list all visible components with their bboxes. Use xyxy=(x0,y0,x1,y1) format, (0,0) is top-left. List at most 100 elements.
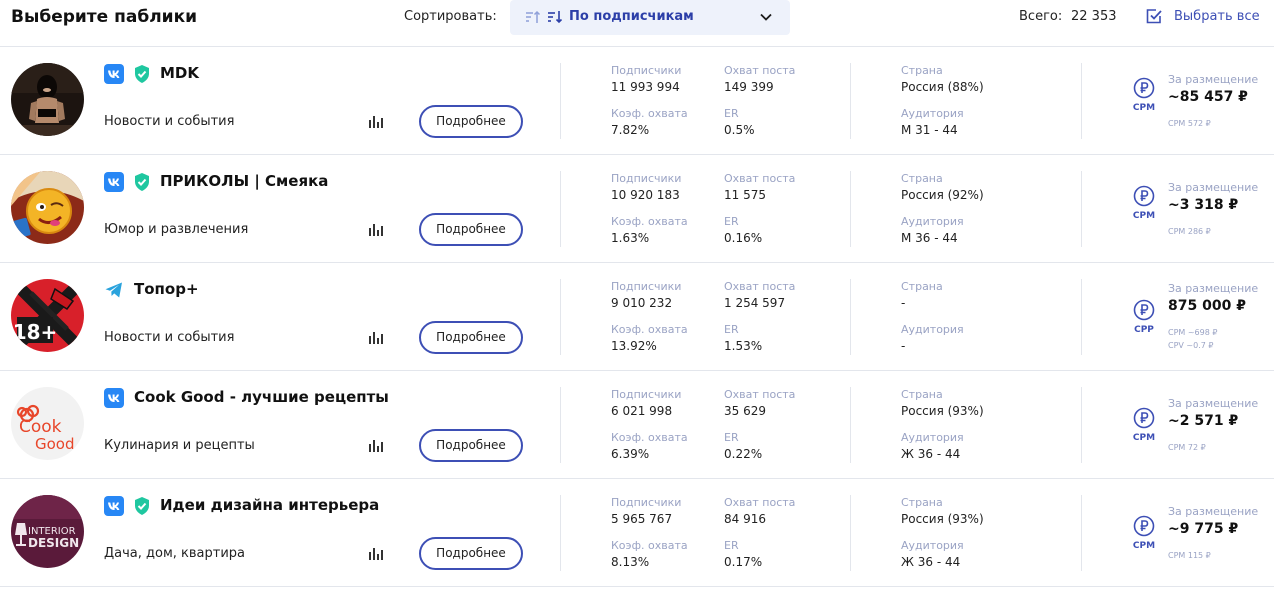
public-row: INTERIOR DESIGN Идеи дизайна интерьера Д… xyxy=(0,479,1274,587)
er-value: 0.22% xyxy=(724,447,763,461)
public-name[interactable]: ПРИКОЛЫ | Смеяка xyxy=(160,172,329,190)
page-header: Выберите паблики Сортировать: По подписч… xyxy=(0,0,1274,47)
reach-coef-value: 1.63% xyxy=(611,231,650,245)
country-label: Страна xyxy=(901,496,943,509)
price-label: За размещение xyxy=(1168,397,1259,410)
price-value: ~2 571 ₽ xyxy=(1168,413,1239,429)
subscribers-value: 6 021 998 xyxy=(611,404,673,418)
divider xyxy=(1081,387,1082,463)
reach-coef-value: 7.82% xyxy=(611,123,650,137)
reach-coef-value: 13.92% xyxy=(611,339,657,353)
public-name[interactable]: Топор+ xyxy=(134,280,199,298)
svg-text:INTERIOR: INTERIOR xyxy=(28,526,76,537)
divider xyxy=(1081,171,1082,247)
divider xyxy=(1081,279,1082,355)
ruble-icon xyxy=(1133,185,1155,207)
stats-icon[interactable] xyxy=(368,113,384,129)
details-button[interactable]: Подробнее xyxy=(419,537,523,570)
reach-coef-value: 6.39% xyxy=(611,447,650,461)
audience-label: Аудитория xyxy=(901,107,964,120)
svg-text:18+: 18+ xyxy=(13,320,58,344)
price-type: CPM xyxy=(1132,433,1156,443)
reach-label: Охват поста xyxy=(724,64,796,77)
audience-value: - xyxy=(901,339,906,353)
price-label: За размещение xyxy=(1168,73,1259,86)
stats-icon[interactable] xyxy=(368,329,384,345)
divider xyxy=(850,495,851,571)
divider xyxy=(850,63,851,139)
public-row: Cook Good Cook Good - лучшие рецепты Кул… xyxy=(0,371,1274,479)
price-label: За размещение xyxy=(1168,505,1259,518)
avatar: INTERIOR DESIGN xyxy=(11,495,84,568)
reach-coef-label: Коэф. охвата xyxy=(611,323,688,336)
price-label: За размещение xyxy=(1168,181,1259,194)
reach-label: Охват поста xyxy=(724,172,796,185)
audience-value: М 36 - 44 xyxy=(901,231,958,245)
sort-descending-icon xyxy=(548,11,563,24)
reach-label: Охват поста xyxy=(724,388,796,401)
reach-value: 11 575 xyxy=(724,188,766,202)
cpv-value: CPV ~0.7 ₽ xyxy=(1168,341,1214,350)
public-category: Дача, дом, квартира xyxy=(104,546,246,561)
sort-dropdown[interactable]: По подписчикам xyxy=(510,0,790,35)
audience-label: Аудитория xyxy=(901,323,964,336)
divider xyxy=(1081,63,1082,139)
details-button[interactable]: Подробнее xyxy=(419,321,523,354)
vk-icon xyxy=(104,388,124,408)
details-button[interactable]: Подробнее xyxy=(419,429,523,462)
divider xyxy=(850,387,851,463)
telegram-icon xyxy=(105,282,122,298)
er-value: 0.5% xyxy=(724,123,755,137)
public-category: Новости и события xyxy=(104,330,235,345)
reach-value: 35 629 xyxy=(724,404,766,418)
reach-label: Охват поста xyxy=(724,496,796,509)
country-value: Россия (88%) xyxy=(901,80,984,94)
verified-icon xyxy=(135,497,149,515)
stats-icon[interactable] xyxy=(368,221,384,237)
details-button[interactable]: Подробнее xyxy=(419,213,523,246)
audience-value: М 31 - 44 xyxy=(901,123,958,137)
audience-label: Аудитория xyxy=(901,215,964,228)
public-name[interactable]: MDK xyxy=(160,64,200,82)
public-row: 18+ Топор+ Новости и события Подробнее П… xyxy=(0,263,1274,371)
cpm-value: CPM 572 ₽ xyxy=(1168,119,1211,128)
er-label: ER xyxy=(724,539,739,552)
avatar xyxy=(11,63,84,136)
reach-coef-label: Коэф. охвата xyxy=(611,107,688,120)
reach-coef-label: Коэф. охвата xyxy=(611,539,688,552)
divider xyxy=(560,171,561,247)
reach-value: 1 254 597 xyxy=(724,296,786,310)
divider xyxy=(850,279,851,355)
svg-text:Cook: Cook xyxy=(19,417,62,437)
cpm-value: CPM ~698 ₽ xyxy=(1168,328,1218,337)
ruble-icon xyxy=(1133,77,1155,99)
ruble-icon xyxy=(1133,515,1155,537)
svg-text:DESIGN: DESIGN xyxy=(28,536,79,550)
avatar: 18+ xyxy=(11,279,84,352)
divider xyxy=(560,63,561,139)
public-category: Новости и события xyxy=(104,114,235,129)
public-name[interactable]: Cook Good - лучшие рецепты xyxy=(134,388,389,406)
er-label: ER xyxy=(724,215,739,228)
public-name[interactable]: Идеи дизайна интерьера xyxy=(160,496,380,514)
checkbox-icon xyxy=(1146,9,1162,24)
er-label: ER xyxy=(724,107,739,120)
price-value: ~85 457 ₽ xyxy=(1168,89,1248,105)
sort-value: По подписчикам xyxy=(569,9,694,24)
avatar: Cook Good xyxy=(11,387,84,460)
price-value: ~3 318 ₽ xyxy=(1168,197,1239,213)
details-button[interactable]: Подробнее xyxy=(419,105,523,138)
subscribers-value: 5 965 767 xyxy=(611,512,673,526)
er-value: 1.53% xyxy=(724,339,763,353)
stats-icon[interactable] xyxy=(368,545,384,561)
verified-icon xyxy=(135,173,149,191)
price-type: CPP xyxy=(1134,325,1154,335)
price-type: CPM xyxy=(1132,541,1156,551)
subscribers-value: 11 993 994 xyxy=(611,80,680,94)
divider xyxy=(560,279,561,355)
public-category: Юмор и развлечения xyxy=(104,222,249,237)
country-label: Страна xyxy=(901,172,943,185)
stats-icon[interactable] xyxy=(368,437,384,453)
cpm-value: CPM 286 ₽ xyxy=(1168,227,1211,236)
subscribers-value: 9 010 232 xyxy=(611,296,673,310)
